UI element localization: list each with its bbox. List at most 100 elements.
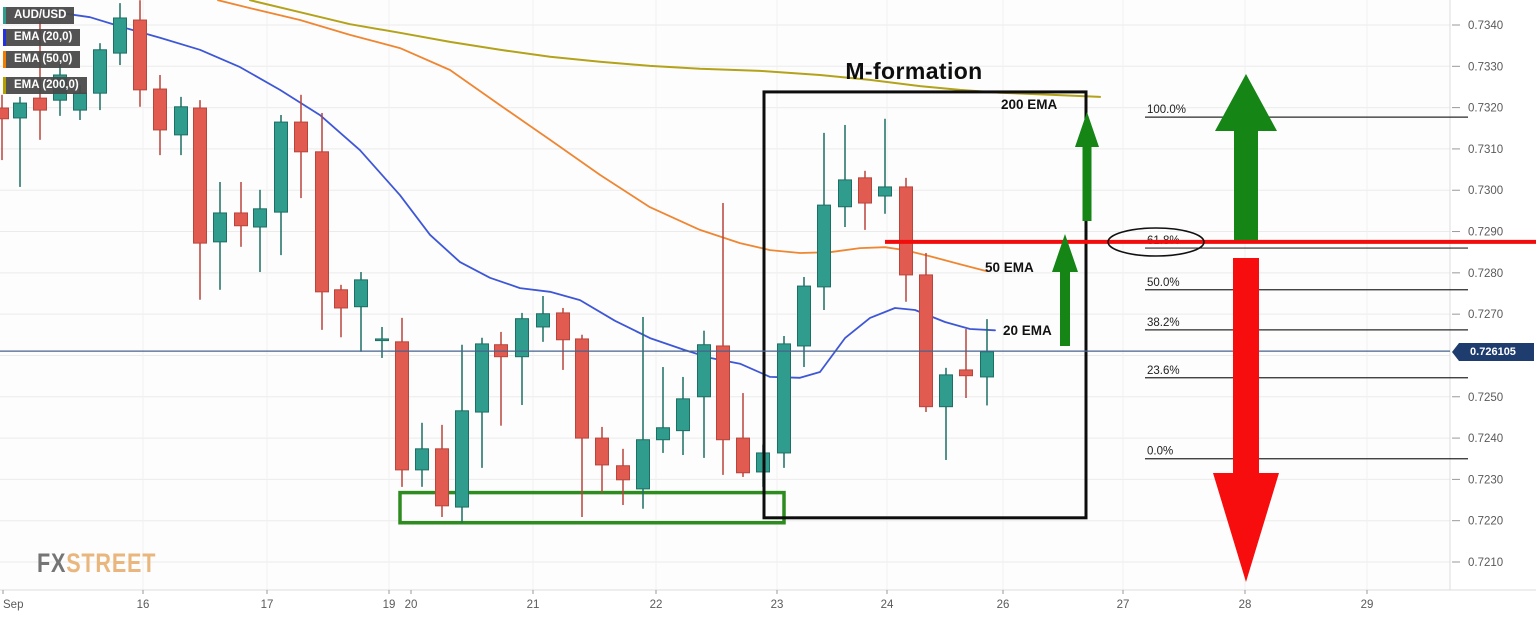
candle-body bbox=[556, 312, 570, 341]
candle-body bbox=[697, 344, 711, 398]
candle-body bbox=[435, 448, 449, 507]
candle-body bbox=[193, 107, 207, 244]
support-zone-box bbox=[398, 490, 786, 525]
price-tick-label: 0.7270 bbox=[1468, 309, 1503, 321]
date-tick-label: Sep bbox=[3, 599, 23, 611]
symbol-color-bar bbox=[3, 7, 6, 24]
ema20-annotation: 20 EMA bbox=[1003, 323, 1052, 338]
ema50-line bbox=[217, 0, 988, 273]
price-tick-label: 0.7330 bbox=[1468, 61, 1503, 73]
time-axis[interactable] bbox=[0, 590, 1536, 618]
ema50-annotation: 50 EMA bbox=[985, 260, 1034, 275]
price-tick-label: 0.7210 bbox=[1468, 557, 1503, 569]
legend-ema200[interactable]: EMA (200,0) bbox=[3, 77, 87, 94]
price-tick-label: 0.7230 bbox=[1468, 474, 1503, 486]
legend-ema20[interactable]: EMA (20,0) bbox=[3, 29, 81, 46]
candle-body bbox=[13, 102, 27, 119]
date-tick-label: 21 bbox=[527, 599, 540, 611]
fib-label: 23.6% bbox=[1147, 365, 1180, 377]
legend-symbol[interactable]: AUD/USD bbox=[3, 7, 75, 24]
candle-body bbox=[455, 410, 469, 508]
date-tick-label: 24 bbox=[881, 599, 894, 611]
ema20-color-bar bbox=[3, 29, 6, 46]
candle-body bbox=[838, 179, 852, 208]
candle-body bbox=[294, 121, 308, 153]
candle-body bbox=[93, 49, 107, 94]
candle-body bbox=[174, 106, 188, 136]
price-tick-label: 0.7320 bbox=[1468, 103, 1503, 115]
fxstreet-logo: FXSTREET bbox=[37, 548, 156, 579]
ema50-color-bar bbox=[3, 51, 6, 68]
ema200-color-bar bbox=[3, 77, 6, 94]
m-formation-box bbox=[762, 90, 1088, 520]
candle-body bbox=[395, 341, 409, 471]
price-tick-label: 0.7220 bbox=[1468, 516, 1503, 528]
price-tick-label: 0.7300 bbox=[1468, 185, 1503, 197]
ema20-line bbox=[29, 8, 996, 379]
candle-body bbox=[919, 274, 933, 408]
ema200-label: EMA (200,0) bbox=[14, 79, 79, 91]
candle-body bbox=[616, 465, 630, 481]
ema20-label: EMA (20,0) bbox=[14, 31, 73, 43]
candle-body bbox=[133, 19, 147, 91]
candle-body bbox=[515, 318, 529, 358]
price-tick-label: 0.7290 bbox=[1468, 227, 1503, 239]
candle-body bbox=[354, 279, 368, 308]
price-tick-label: 0.7250 bbox=[1468, 392, 1503, 404]
date-tick-label: 28 bbox=[1239, 599, 1252, 611]
small-up-arrow-618 bbox=[1052, 234, 1078, 346]
candle-body bbox=[716, 345, 730, 441]
ema200-line bbox=[249, 0, 1101, 98]
candle-body bbox=[73, 92, 87, 111]
candle-body bbox=[676, 398, 690, 432]
date-tick-label: 27 bbox=[1117, 599, 1130, 611]
current-price-badge: 0.726105 bbox=[1452, 343, 1534, 361]
date-tick-label: 23 bbox=[771, 599, 784, 611]
candle-body bbox=[33, 97, 47, 111]
candle-body bbox=[113, 17, 127, 54]
price-axis[interactable] bbox=[1450, 0, 1536, 590]
candle-body bbox=[0, 107, 9, 120]
fib-label: 100.0% bbox=[1147, 104, 1186, 116]
fib-label: 50.0% bbox=[1147, 277, 1180, 289]
candle-body bbox=[980, 351, 994, 378]
date-tick-label: 17 bbox=[261, 599, 274, 611]
candle-body bbox=[878, 186, 892, 197]
candle-body bbox=[858, 177, 872, 204]
candle-body bbox=[415, 448, 429, 471]
m-formation-title: M-formation bbox=[845, 58, 983, 84]
fxstreet-logo-fx: FX bbox=[37, 548, 67, 578]
candle-body bbox=[656, 427, 670, 441]
candle-body bbox=[274, 121, 288, 213]
candle-body bbox=[153, 88, 167, 131]
candle-body bbox=[595, 437, 609, 466]
fib-618-circle bbox=[1107, 227, 1205, 257]
candle-body bbox=[234, 212, 248, 227]
price-tick-label: 0.7310 bbox=[1468, 144, 1503, 156]
candle-body bbox=[817, 204, 831, 288]
ema50-label: EMA (50,0) bbox=[14, 53, 73, 65]
candle-body bbox=[315, 151, 329, 293]
symbol-label: AUD/USD bbox=[14, 9, 67, 21]
price-tick-label: 0.7280 bbox=[1468, 268, 1503, 280]
candle-body bbox=[797, 285, 811, 347]
small-up-arrow-200ema bbox=[1075, 112, 1099, 221]
fib-label: 0.0% bbox=[1147, 446, 1173, 458]
fxstreet-logo-street: STREET bbox=[66, 548, 157, 578]
candle-body bbox=[939, 374, 953, 408]
candle-body bbox=[536, 313, 550, 328]
price-tick-label: 0.7340 bbox=[1468, 20, 1503, 32]
candle-body bbox=[375, 338, 389, 342]
legend-ema50[interactable]: EMA (50,0) bbox=[3, 51, 81, 68]
date-tick-label: 16 bbox=[137, 599, 150, 611]
candle-body bbox=[959, 369, 973, 377]
date-tick-label: 29 bbox=[1361, 599, 1374, 611]
candle-body bbox=[475, 343, 489, 413]
candle-body bbox=[213, 212, 227, 243]
candle-body bbox=[636, 439, 650, 490]
big-bull-arrow bbox=[1215, 74, 1277, 240]
date-tick-label: 26 bbox=[997, 599, 1010, 611]
